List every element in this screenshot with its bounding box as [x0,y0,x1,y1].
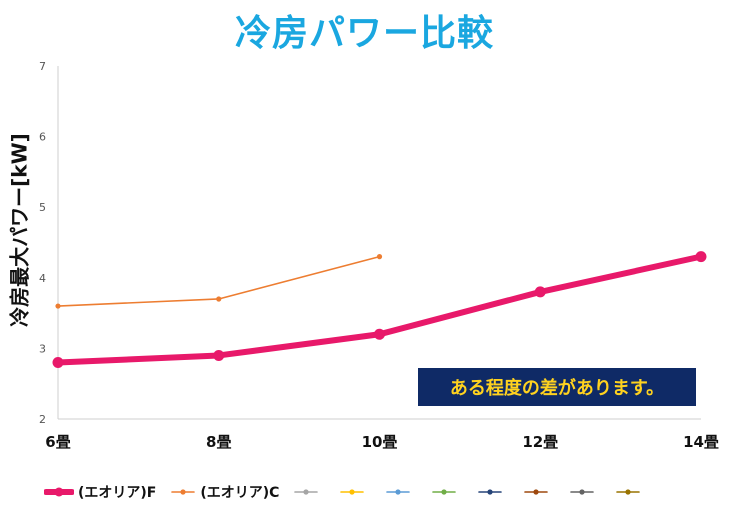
y-tick-label: 6 [39,131,46,144]
legend-item-empty [477,486,503,498]
y-tick-label: 3 [39,342,46,355]
legend-label: (エオリア)F [78,485,157,501]
legend-item: (エオリア)C [170,482,279,502]
legend-swatch-marker [54,487,64,497]
x-tick-label: 14畳 [683,433,719,451]
data-point [213,349,225,361]
x-tick-label: 8畳 [206,433,231,451]
legend-swatch [616,489,641,495]
x-tick-label: 12畳 [522,433,558,451]
legend-item-empty [385,486,411,498]
legend-swatch-marker [180,489,186,495]
legend-swatch [44,487,74,497]
legend-swatch [294,489,319,495]
legend-swatch-marker [349,489,356,495]
legend-swatch [386,489,411,495]
legend-swatch-marker [487,489,494,495]
data-point [534,286,546,298]
legend-swatch [340,489,365,495]
data-point [376,254,383,260]
data-point [695,251,707,263]
x-tick-label: 6畳 [45,433,70,451]
legend-swatch [570,489,595,495]
y-tick-label: 4 [39,272,46,285]
legend-swatch-marker [625,489,632,495]
legend-swatch [432,489,457,495]
y-tick-label: 2 [39,413,46,426]
legend-item-empty [431,486,457,498]
y-tick-label: 5 [39,201,46,214]
legend-swatch [478,489,503,495]
legend-swatch-marker [533,489,540,495]
legend-swatch [171,489,196,495]
annotation-callout: ある程度の差があります。 [418,368,696,406]
legend-item-empty [293,486,319,498]
legend-item-empty [523,486,549,498]
legend-item-empty [339,486,365,498]
legend-swatch-marker [395,489,402,495]
legend-swatch-marker [579,489,586,495]
data-point [216,296,222,302]
y-tick-label: 7 [39,60,46,73]
legend-swatch-marker [441,489,448,495]
legend-item: (エオリア)F [44,482,156,502]
x-tick-label: 10畳 [362,433,398,451]
data-point [52,357,64,369]
chart-title: 冷房パワー比較 [234,13,494,54]
legend-swatch-marker [303,489,310,495]
legend-item-empty [569,486,595,498]
legend-label: (エオリア)C [200,485,280,501]
series-line-0 [55,253,704,366]
data-point [374,328,385,340]
data-point [55,303,61,309]
chart-legend: (エオリア)F (エオリア)C [44,482,661,502]
legend-item-empty [615,486,641,498]
legend-swatch [524,489,549,495]
